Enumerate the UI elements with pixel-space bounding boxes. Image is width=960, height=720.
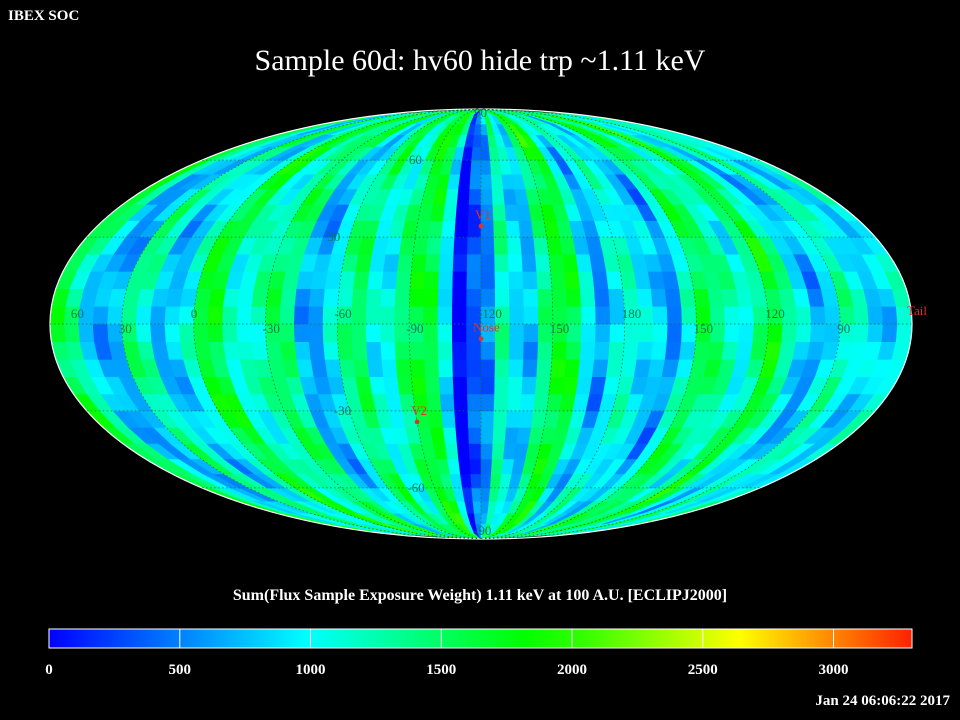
colorbar-tick-label: 1000 bbox=[296, 662, 326, 678]
colorbar-tick-label: 3000 bbox=[819, 662, 849, 678]
colorbar-tick-label: 2500 bbox=[688, 662, 718, 678]
organization-label: IBEX SOC bbox=[8, 8, 80, 24]
colorbar-tick-label: 0 bbox=[45, 662, 53, 678]
map-title: Sample 60d: hv60 hide trp ~1.11 keV bbox=[254, 44, 706, 77]
timestamp: Jan 24 06:06:22 2017 bbox=[815, 693, 950, 709]
colorbar-tick-label: 1500 bbox=[426, 662, 456, 678]
colorbar-gradient bbox=[48, 628, 913, 649]
colorbar-tick-label: 500 bbox=[169, 662, 192, 678]
colorbar-tick-label: 2000 bbox=[557, 662, 587, 678]
